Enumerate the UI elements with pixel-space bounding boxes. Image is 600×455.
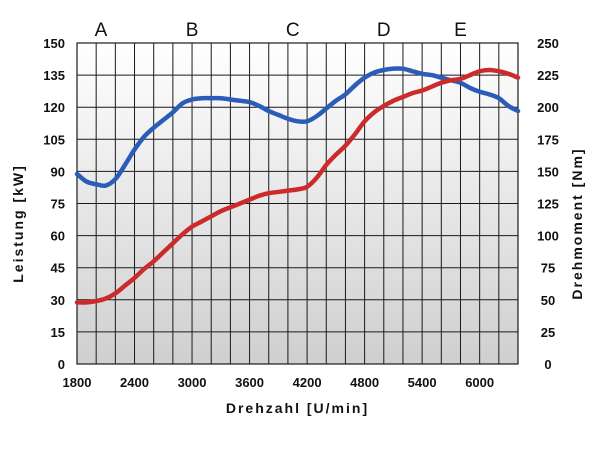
y-tick-label-right: 250 (537, 36, 559, 51)
y-tick-label-right: 200 (537, 100, 559, 115)
zone-labels: A B C D E (95, 20, 467, 41)
x-tick-label: 4200 (293, 375, 322, 390)
y-tick-label-left: 15 (51, 325, 65, 340)
y-tick-label-right: 0 (544, 357, 551, 372)
y-axis-title-left: Leistung [kW] (10, 164, 26, 283)
zone-label: B (186, 20, 199, 41)
y-tick-label-right: 25 (541, 325, 555, 340)
plot-frame (76, 42, 519, 365)
y-tick-label-right: 175 (537, 132, 559, 147)
y-tick-label-left: 30 (51, 293, 65, 308)
y-tick-label-right: 150 (537, 164, 559, 179)
y-tick-label-left: 105 (43, 132, 65, 147)
y-tick-label-left: 120 (43, 100, 65, 115)
series-line-blue (74, 66, 521, 189)
x-tick-label: 3000 (178, 375, 207, 390)
y-tick-label-left: 45 (51, 261, 65, 276)
tick-labels: 1800 2400 3000 3600 4200 4800 5400 6000 0 15 30 45 6… (43, 36, 559, 390)
x-tick-label: 2400 (120, 375, 149, 390)
y-axis-title-right: Drehmoment [Nm] (569, 147, 585, 299)
y-tick-label-right: 225 (537, 68, 559, 83)
zone-label: E (454, 20, 467, 41)
zone-label: A (95, 20, 108, 41)
x-axis-title: Drehzahl [U/min] (226, 400, 369, 416)
y-tick-label-right: 125 (537, 197, 559, 212)
x-tick-label: 3600 (235, 375, 264, 390)
y-tick-label-left: 60 (51, 229, 65, 244)
y-tick-label-right: 50 (541, 293, 555, 308)
y-tick-label-right: 100 (537, 229, 559, 244)
zone-label: C (286, 20, 300, 41)
y-tick-label-right: 75 (541, 261, 555, 276)
x-tick-label: 1800 (63, 375, 92, 390)
y-tick-label-left: 0 (58, 357, 65, 372)
y-tick-label-left: 135 (43, 68, 65, 83)
y-tick-label-left: 75 (51, 197, 65, 212)
series-line-red (74, 67, 521, 305)
y-tick-label-left: 90 (51, 164, 65, 179)
y-tick-label-left: 150 (43, 36, 65, 51)
zone-label: D (377, 20, 391, 41)
x-tick-label: 6000 (465, 375, 494, 390)
x-tick-label: 4800 (350, 375, 379, 390)
series-layer (74, 66, 521, 305)
x-tick-label: 5400 (408, 375, 437, 390)
